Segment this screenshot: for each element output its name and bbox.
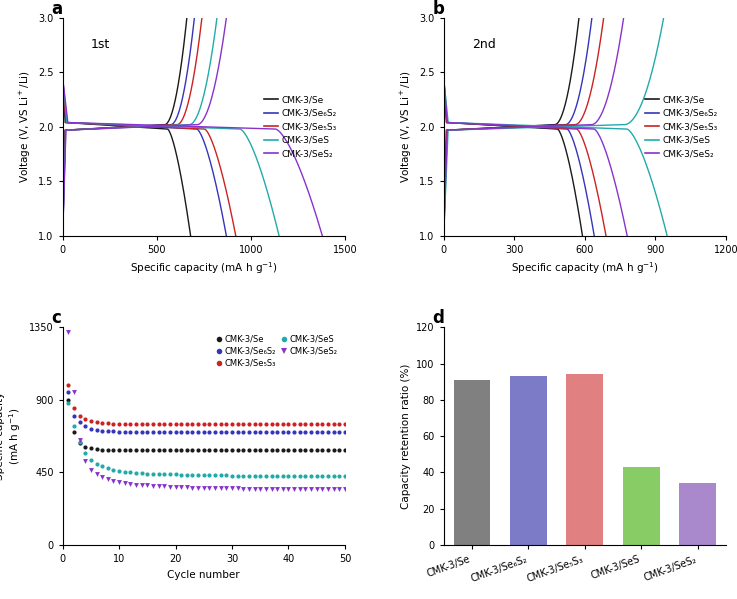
Bar bbox=[567, 374, 603, 545]
Text: a: a bbox=[52, 0, 63, 17]
Bar bbox=[623, 467, 660, 545]
Text: d: d bbox=[433, 309, 444, 327]
Y-axis label: Specific capacity
(mA h g$^{-1}$): Specific capacity (mA h g$^{-1}$) bbox=[0, 392, 24, 480]
X-axis label: Specific capacity (mA h g$^{-1}$): Specific capacity (mA h g$^{-1}$) bbox=[511, 261, 659, 276]
Text: 2nd: 2nd bbox=[472, 38, 496, 52]
Legend: CMK-3/Se, CMK-3/Se₆S₂, CMK-3/Se₅S₃, CMK-3/SeS, CMK-3/SeS₂: CMK-3/Se, CMK-3/Se₆S₂, CMK-3/Se₅S₃, CMK-… bbox=[261, 92, 340, 162]
Bar bbox=[453, 380, 490, 545]
Y-axis label: Capacity retention ratio (%): Capacity retention ratio (%) bbox=[401, 364, 411, 509]
Text: b: b bbox=[433, 0, 444, 17]
Y-axis label: Voltage (V, VS Li$^+$/Li): Voltage (V, VS Li$^+$/Li) bbox=[18, 71, 32, 183]
X-axis label: Cycle number: Cycle number bbox=[167, 570, 240, 580]
Legend: CMK-3/Se, CMK-3/Se₆S₂, CMK-3/Se₅S₃, CMK-3/SeS, CMK-3/SeS₂: CMK-3/Se, CMK-3/Se₆S₂, CMK-3/Se₅S₃, CMK-… bbox=[642, 92, 722, 162]
Y-axis label: Voltage (V, VS Li$^+$/Li): Voltage (V, VS Li$^+$/Li) bbox=[399, 71, 413, 183]
Bar bbox=[680, 483, 716, 545]
X-axis label: Specific capacity (mA h g$^{-1}$): Specific capacity (mA h g$^{-1}$) bbox=[130, 261, 278, 276]
Text: 1st: 1st bbox=[91, 38, 110, 52]
Bar bbox=[510, 376, 547, 545]
Text: c: c bbox=[52, 309, 61, 327]
Legend: CMK-3/Se, CMK-3/Se₆S₂, CMK-3/Se₅S₃, CMK-3/SeS, CMK-3/SeS₂: CMK-3/Se, CMK-3/Se₆S₂, CMK-3/Se₅S₃, CMK-… bbox=[212, 331, 340, 371]
